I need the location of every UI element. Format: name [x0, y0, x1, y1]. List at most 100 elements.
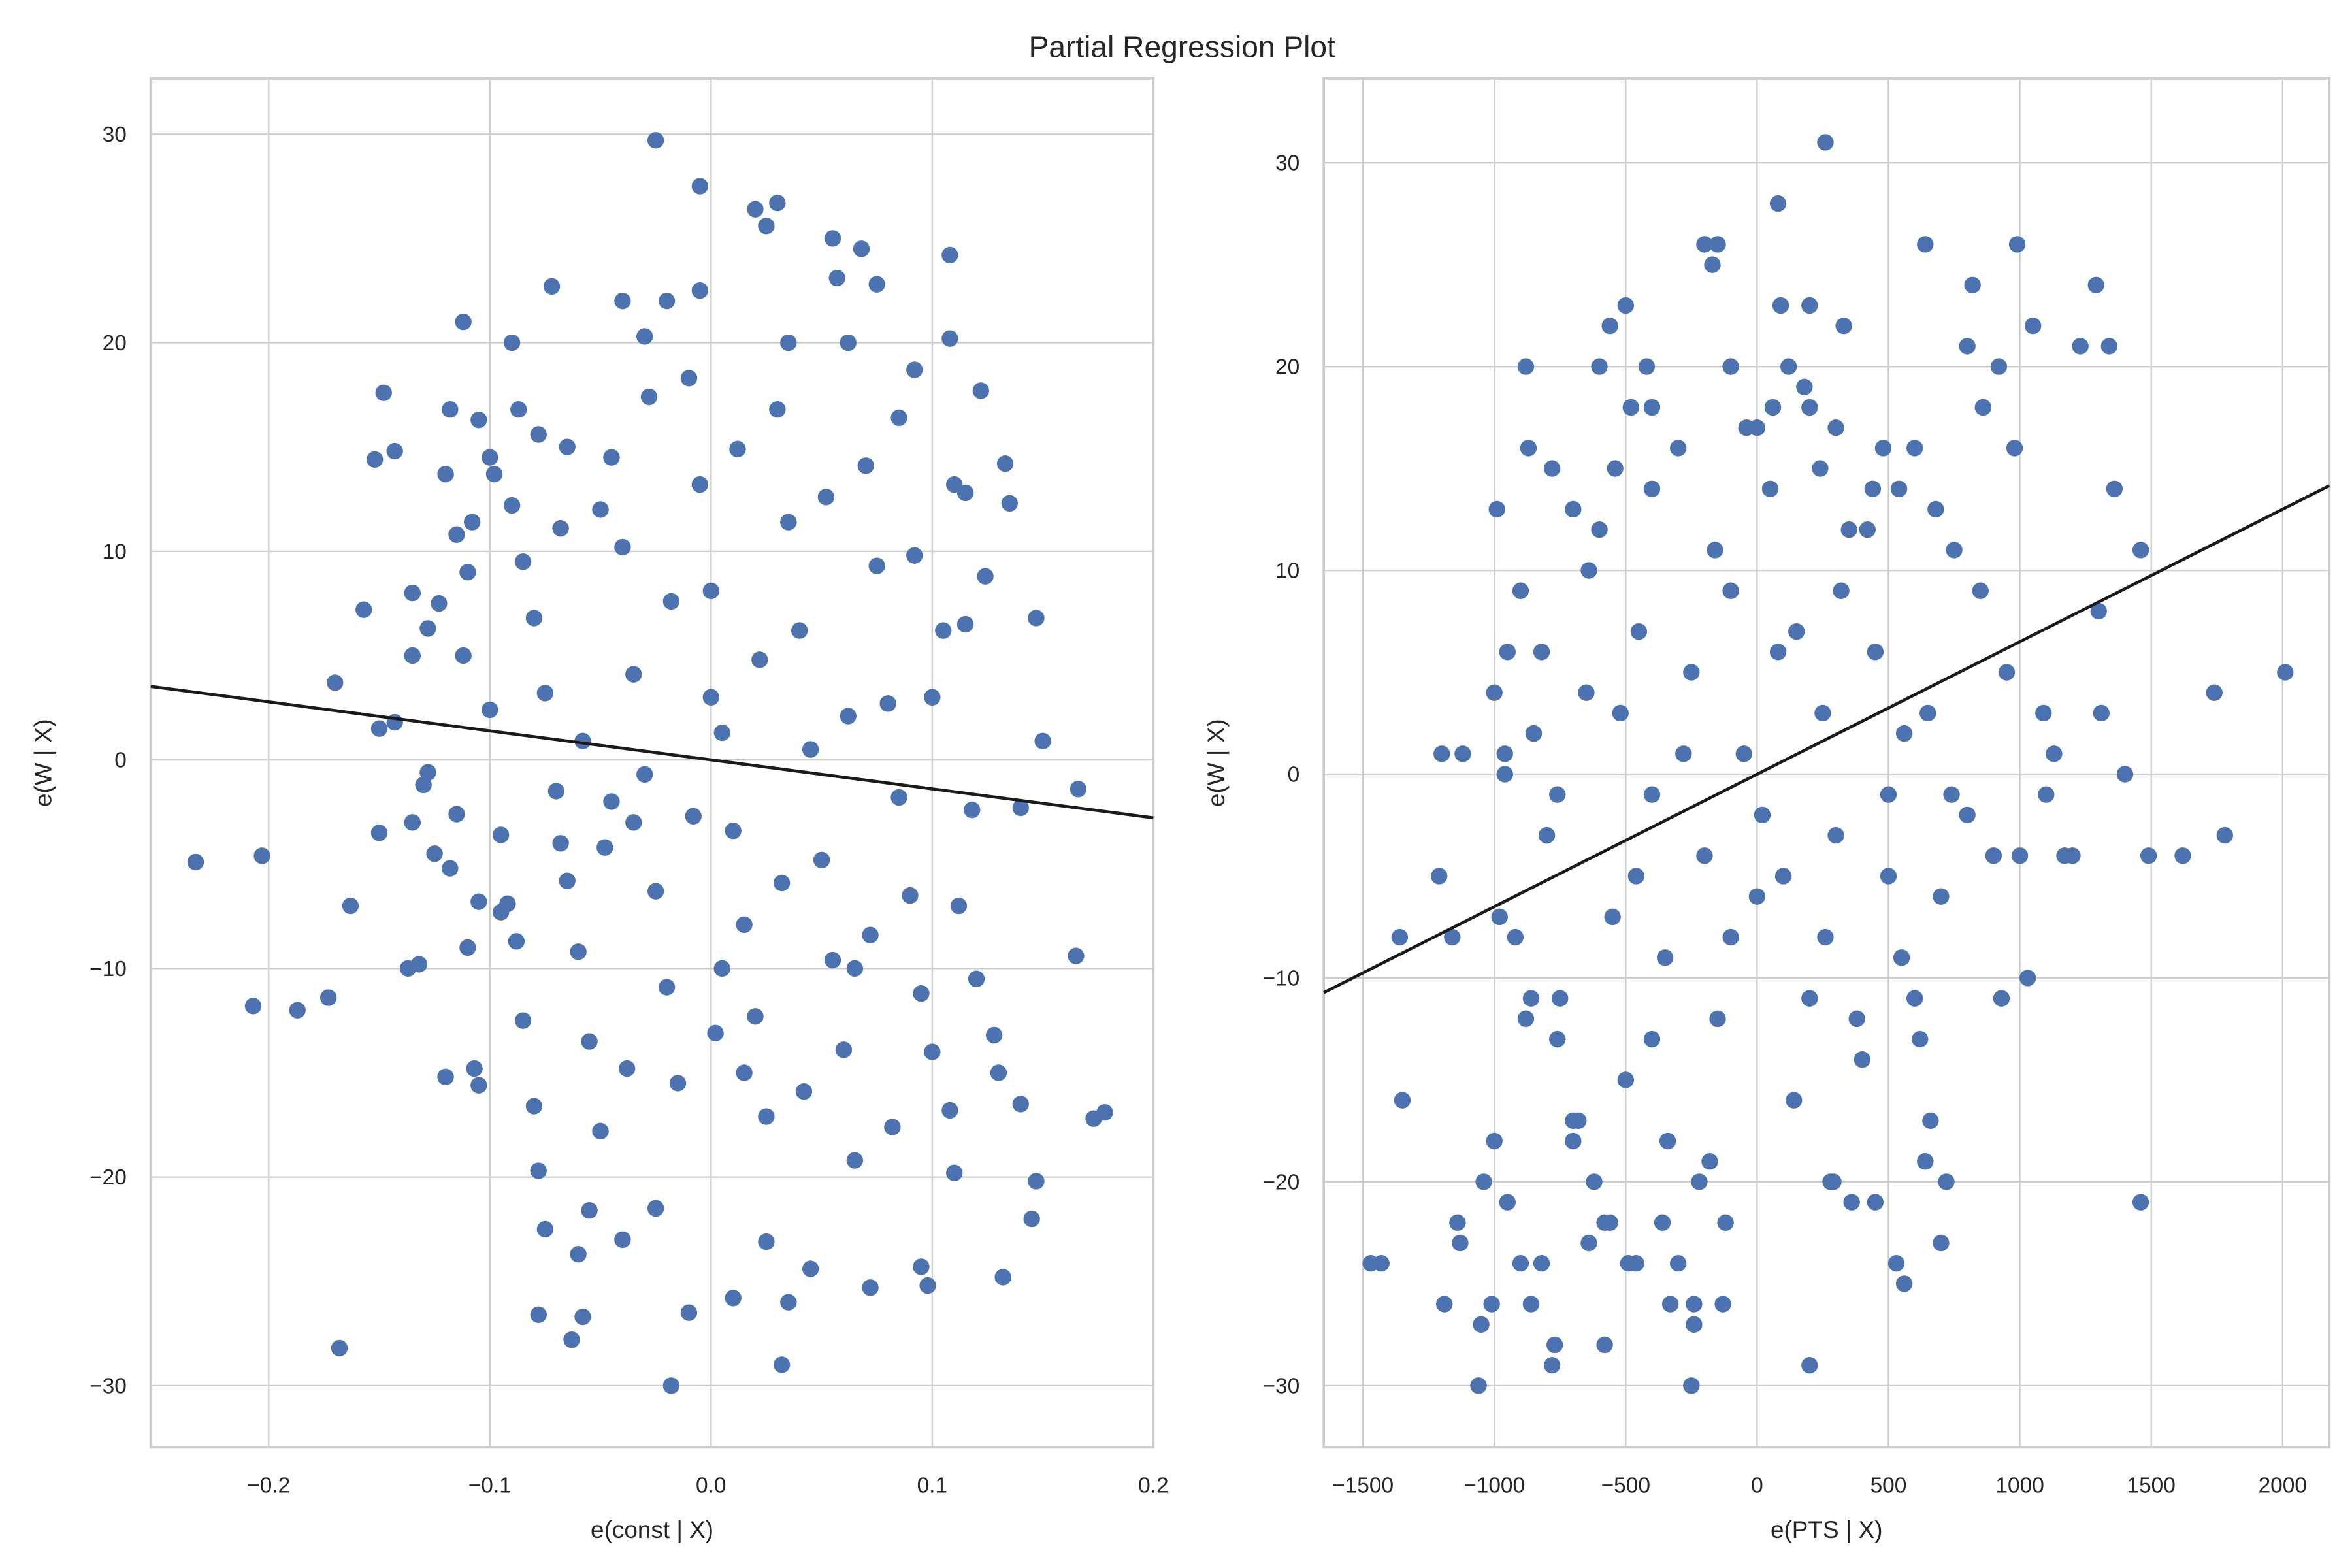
data-point [1686, 1316, 1703, 1333]
data-point [956, 484, 974, 502]
data-point [375, 384, 392, 401]
data-point [913, 985, 930, 1002]
data-point [941, 1102, 958, 1119]
data-point [747, 201, 764, 218]
data-point [482, 449, 498, 466]
data-point [1748, 419, 1766, 436]
data-point [780, 514, 797, 531]
data-point [1927, 500, 1944, 518]
x-axis-label: e(PTS | X) [1771, 1516, 1883, 1543]
data-point [2019, 970, 2036, 987]
x-tick-label: 1500 [2127, 1474, 2175, 1498]
data-point [702, 689, 719, 706]
data-point [404, 647, 421, 664]
data-point [431, 595, 448, 612]
data-point [828, 269, 845, 287]
data-point [370, 720, 388, 737]
data-point [1591, 521, 1608, 538]
x-tick-label: 500 [1870, 1474, 1907, 1498]
data-point [1604, 908, 1621, 926]
data-point [1431, 868, 1448, 885]
data-point [319, 989, 337, 1006]
data-point [2038, 786, 2055, 803]
data-point [1034, 732, 1051, 750]
data-point [1817, 134, 1834, 151]
data-point [536, 685, 554, 702]
data-point [466, 1060, 483, 1077]
data-point [1895, 725, 1913, 742]
data-point [470, 1077, 487, 1094]
data-point [824, 230, 841, 247]
data-point [1825, 1173, 1842, 1190]
data-point [1630, 623, 1648, 640]
data-point [1001, 495, 1019, 512]
data-point [1643, 480, 1661, 497]
data-point [614, 292, 631, 310]
data-point [1483, 1296, 1500, 1313]
data-point [906, 361, 923, 378]
data-point [636, 328, 653, 345]
data-point [367, 451, 384, 468]
data-point [906, 547, 923, 564]
data-point [2106, 480, 2123, 497]
data-point [419, 764, 436, 781]
data-point [1686, 1296, 1703, 1313]
y-tick-label: −20 [90, 1166, 127, 1190]
data-point [1874, 440, 1892, 457]
y-tick-label: 30 [1275, 152, 1299, 176]
data-point [492, 826, 510, 843]
data-point [1906, 440, 1923, 457]
data-point [1601, 1214, 1618, 1231]
data-point [570, 943, 587, 960]
data-point [1946, 542, 1963, 559]
data-point [1890, 480, 1908, 497]
data-point [514, 553, 532, 570]
y-tick-label: −10 [90, 957, 127, 981]
data-point [2116, 766, 2134, 783]
data-point [1772, 297, 1789, 314]
data-point [1683, 1377, 1700, 1394]
data-point [691, 282, 709, 299]
data-point [1801, 990, 1818, 1007]
y-tick-label: 0 [114, 749, 127, 773]
data-point [530, 1162, 547, 1179]
data-point [1499, 644, 1516, 661]
data-point [1893, 949, 1910, 966]
data-point [662, 593, 680, 610]
data-point [769, 194, 786, 212]
data-point [1998, 664, 2016, 681]
data-point [448, 526, 465, 543]
data-point [2072, 338, 2089, 355]
data-point [857, 457, 874, 474]
data-point [1612, 704, 1629, 722]
data-point [1854, 1051, 1870, 1068]
y-tick-label: −30 [1262, 1374, 1299, 1398]
data-point [404, 584, 421, 602]
data-point [470, 411, 487, 429]
data-point [1696, 236, 1713, 253]
data-point [1769, 644, 1787, 661]
data-point [1906, 990, 1923, 1007]
data-point [1835, 318, 1852, 335]
data-point [780, 1294, 797, 1311]
axes-frame [149, 77, 1155, 1449]
data-point [437, 465, 454, 483]
data-point [1754, 806, 1771, 824]
data-point [1517, 1010, 1535, 1028]
data-point [547, 783, 565, 800]
data-point [890, 789, 907, 806]
data-point [1580, 562, 1597, 579]
data-point [1959, 806, 1976, 824]
data-point [1570, 1112, 1587, 1130]
data-point [552, 519, 569, 537]
data-point [1867, 1194, 1884, 1211]
data-point [525, 1098, 543, 1115]
data-point [813, 851, 830, 869]
data-point [802, 741, 819, 758]
data-point [1722, 582, 1739, 599]
data-point [1880, 786, 1897, 803]
data-point [1507, 928, 1524, 946]
data-point [530, 1306, 547, 1324]
data-point [1522, 990, 1540, 1007]
